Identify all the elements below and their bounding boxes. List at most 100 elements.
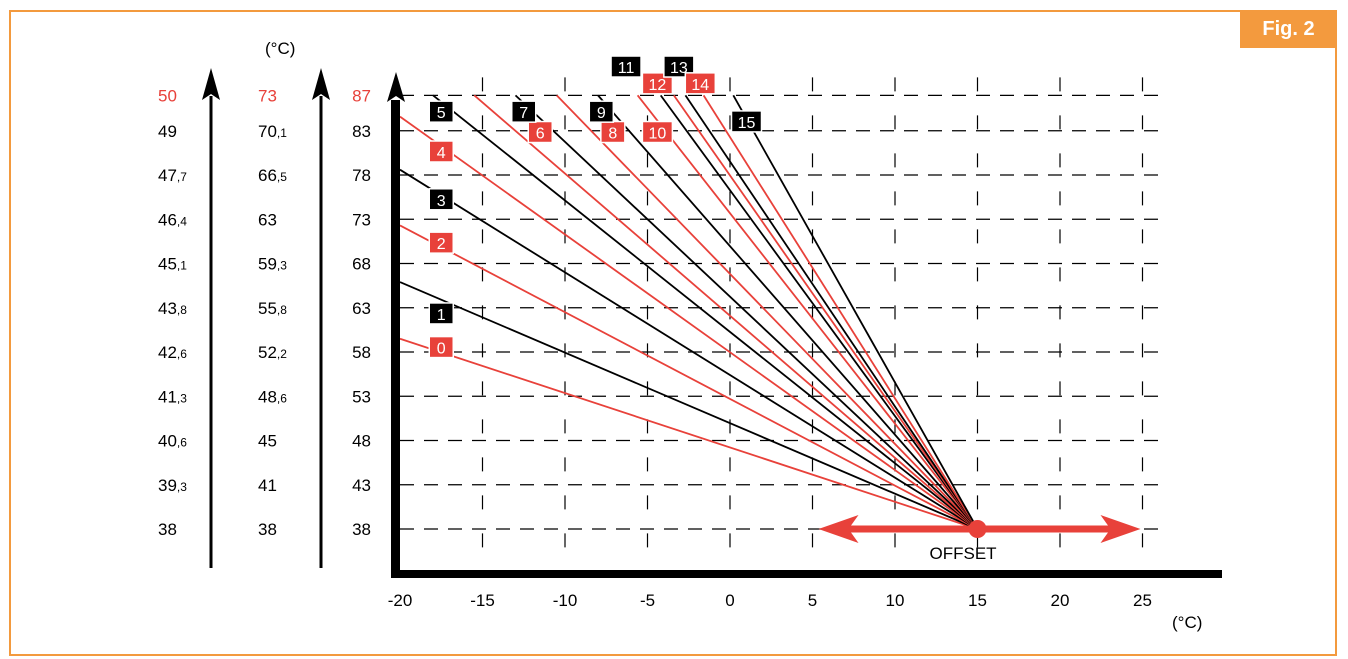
curve-8 — [556, 94, 979, 530]
curve-label-box-15 — [730, 110, 763, 133]
y-axis — [391, 100, 400, 578]
scale-col-1-value: 42,6 — [158, 343, 187, 362]
curve-label-15: 15 — [738, 115, 756, 132]
curve-label-13: 13 — [670, 60, 688, 77]
curve-label-box-7 — [511, 100, 537, 123]
y-tick-label-68: 68 — [352, 255, 371, 274]
y-tick-label-53: 53 — [352, 387, 371, 406]
curve-4 — [399, 115, 979, 530]
curve-label-12: 12 — [649, 77, 667, 94]
curve-5 — [432, 94, 979, 530]
curve-label-14: 14 — [691, 77, 709, 94]
curve-6 — [473, 94, 979, 530]
curve-label-box-6 — [527, 120, 553, 144]
x-tick-label-20: 20 — [1051, 591, 1070, 610]
curve-11 — [659, 94, 979, 530]
grid — [400, 77, 1159, 556]
scale-col-1-value: 38 — [158, 520, 177, 539]
figure-badge: Fig. 2 — [1240, 10, 1337, 48]
curve-14 — [702, 94, 979, 530]
scale-col-2-value: 48,6 — [258, 387, 287, 406]
y-tick-label-87: 87 — [352, 86, 371, 105]
x-tick-label--15: -15 — [470, 591, 495, 610]
curve-label-box-14 — [684, 72, 717, 95]
y-tick-label-83: 83 — [352, 122, 371, 141]
y-tick-label-48: 48 — [352, 432, 371, 451]
scale-col-2-value: 59,3 — [258, 255, 287, 274]
curve-label-2: 2 — [437, 236, 446, 253]
offset-arrow-right-head — [1100, 515, 1141, 543]
curve-15 — [732, 94, 979, 530]
scale-col-2-value: 45 — [258, 432, 277, 451]
scale-col-1-value: 45,1 — [158, 255, 187, 274]
scale-col-2-value: 38 — [258, 520, 277, 539]
scale-col-1-value: 40,6 — [158, 432, 187, 451]
x-axis — [391, 570, 1222, 578]
y-axis-unit: (°C) — [265, 39, 295, 58]
scale-col-2-value: 55,8 — [258, 299, 287, 318]
curve-label-5: 5 — [437, 105, 446, 122]
offset-point — [968, 520, 987, 538]
scale-col-1-arrowhead — [202, 68, 220, 100]
curve-label-box-12 — [641, 72, 674, 95]
scale-col-1-value: 46,4 — [158, 210, 187, 229]
offset-label: OFFSET — [930, 544, 997, 563]
curve-label-box-0 — [428, 335, 454, 359]
x-tick-label--10: -10 — [553, 591, 578, 610]
curve-label-box-13 — [663, 55, 695, 78]
curve-label-7: 7 — [519, 105, 528, 122]
curve-label-0: 0 — [437, 341, 446, 358]
curve-label-9: 9 — [597, 105, 606, 122]
scale-col-2-value: 63 — [258, 210, 277, 229]
scale-col-2-value: 41 — [258, 476, 277, 495]
curve-label-box-1 — [428, 302, 454, 325]
offset-group: OFFSET — [818, 515, 1141, 563]
curve-label-10: 10 — [649, 126, 667, 143]
curve-label-3: 3 — [437, 193, 446, 210]
offset-arrow-left-head — [818, 515, 859, 543]
curve-label-box-4 — [428, 140, 454, 163]
y-tick-label-78: 78 — [352, 166, 371, 185]
x-tick-label-0: 0 — [725, 591, 734, 610]
y-tick-label-43: 43 — [352, 476, 371, 495]
curve-3 — [399, 168, 978, 530]
curve-label-4: 4 — [437, 145, 446, 162]
scale-col-2-value: 66,5 — [258, 166, 287, 185]
curve-1 — [399, 281, 978, 530]
x-tick-label-10: 10 — [886, 591, 905, 610]
x-tick-label-15: 15 — [968, 591, 987, 610]
curve-label-box-3 — [428, 188, 454, 211]
scale-col-1-value: 49 — [158, 122, 177, 141]
scale-col-2-header: 73 — [258, 86, 277, 105]
scale-col-1-value: 41,3 — [158, 387, 187, 406]
curve-label-11: 11 — [618, 60, 635, 77]
y-tick-label-73: 73 — [352, 210, 371, 229]
curve-10 — [636, 94, 979, 530]
x-axis-unit: (°C) — [1172, 613, 1202, 632]
scale-col-1-value: 39,3 — [158, 476, 187, 495]
y-tick-label-63: 63 — [352, 299, 371, 318]
y-tick-label-58: 58 — [352, 343, 371, 362]
curve-label-6: 6 — [536, 126, 545, 143]
figure-frame — [9, 10, 1337, 656]
scale-col-2-arrowhead — [312, 68, 330, 100]
curve-label-box-5 — [428, 100, 454, 123]
scale-col-2-value: 70,1 — [258, 122, 287, 141]
heating-curves — [399, 94, 979, 530]
curve-label-box-11 — [610, 55, 642, 78]
curve-9 — [597, 94, 979, 530]
y-axis-arrowhead — [387, 72, 405, 102]
curve-label-8: 8 — [608, 126, 617, 143]
scale-col-1-value: 47,7 — [158, 166, 187, 185]
axes — [387, 72, 1222, 578]
curve-label-1: 1 — [437, 307, 446, 324]
scale-col-2-value: 52,2 — [258, 343, 287, 362]
curve-label-box-2 — [428, 231, 454, 254]
curve-7 — [514, 94, 979, 530]
scale-col-1-header: 50 — [158, 86, 177, 105]
scale-columns: 50 49 47,7 46,4 45,1 43,8 42,6 41,3 40,6 39,3 38 73… — [158, 68, 330, 568]
curve-label-box-9 — [588, 100, 615, 123]
